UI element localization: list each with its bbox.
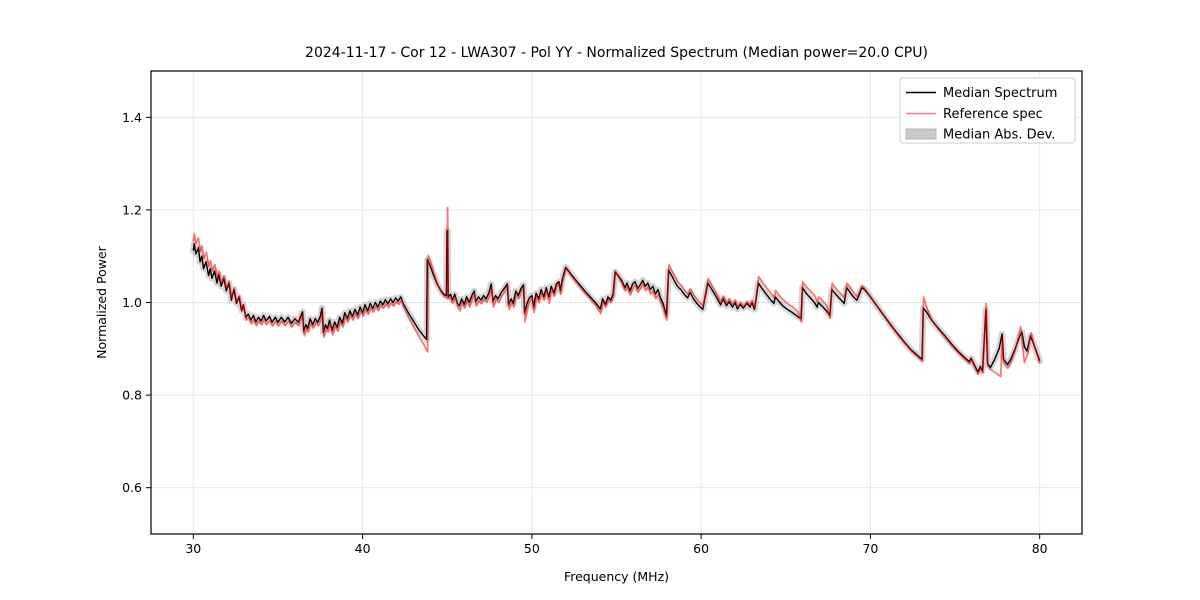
x-tick-label: 40	[355, 541, 371, 556]
reference-spec-line	[192, 206, 1041, 378]
legend-label-reference-spec: Reference spec	[943, 107, 1043, 122]
legend: Median Spectrum Reference spec Median Ab…	[899, 77, 1076, 144]
series-lines	[190, 206, 1043, 378]
gridlines	[151, 71, 1082, 534]
x-tick-label: 50	[524, 541, 540, 556]
chart-title: 2024-11-17 - Cor 12 - LWA307 - Pol YY - …	[305, 45, 928, 61]
y-tick-label: 0.8	[122, 388, 142, 403]
y-tick-label: 1.0	[122, 295, 142, 310]
x-tick-label: 70	[862, 541, 878, 556]
y-tick-label: 0.6	[122, 480, 142, 495]
x-tick-label: 60	[693, 541, 709, 556]
legend-patch-median-abs-dev	[905, 128, 937, 140]
legend-box	[899, 77, 1076, 144]
median-spectrum-line	[192, 230, 1041, 373]
axis-tick-labels: 30 40 50 60 70 80 0.6 0.8 1.0 1.2 1.4	[122, 110, 1048, 556]
x-axis-label: Frequency (MHz)	[564, 569, 669, 584]
x-tick-label: 80	[1032, 541, 1048, 556]
axis-ticks	[146, 116, 1041, 539]
legend-label-median-abs-dev: Median Abs. Dev.	[943, 128, 1055, 143]
legend-label-median-spectrum: Median Spectrum	[943, 86, 1057, 101]
y-axis-label: Normalized Power	[94, 245, 109, 359]
x-tick-label: 30	[185, 541, 201, 556]
y-tick-label: 1.2	[122, 202, 142, 217]
y-tick-label: 1.4	[122, 110, 142, 125]
